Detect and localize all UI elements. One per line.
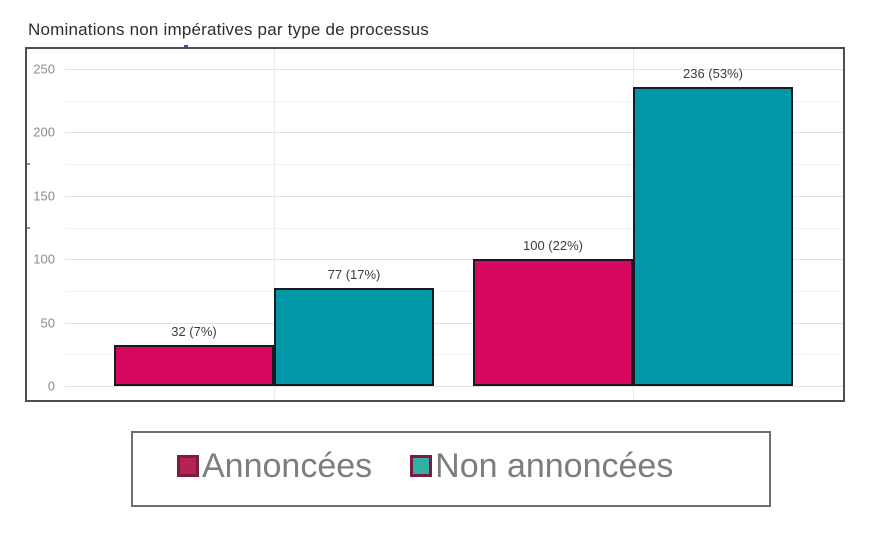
y-axis-tick-label: 100 [33, 251, 55, 267]
bar-data-label: 236 (53%) [683, 66, 743, 81]
chart-title: Nominations non impératives par type de … [28, 20, 429, 39]
major-gridline [65, 195, 843, 197]
major-gridline [65, 259, 843, 261]
minor-gridline [65, 100, 843, 102]
y-axis-tick-label: 250 [33, 61, 55, 77]
bar-non-annoncees-group2[interactable] [633, 87, 793, 386]
legend-swatch-non-annoncees [410, 455, 433, 477]
bar-annoncees-group1[interactable] [114, 345, 274, 386]
plot-area: 0 50 100 150 200 250 32 (7%) 100 (22%) 77 (17%) 2… [27, 49, 843, 400]
y-axis-tick-label: 200 [33, 124, 55, 140]
category-gridline [274, 49, 275, 400]
axis-tick [27, 226, 30, 229]
legend-label-annoncees: Annoncées [202, 447, 373, 485]
bar-chart: 0 50 100 150 200 250 32 (7%) 100 (22%) 77 (17%) 2… [25, 47, 845, 402]
legend-swatch-annoncees [177, 455, 199, 477]
bar-data-label: 32 (7%) [171, 324, 217, 339]
bar-annoncees-group2[interactable] [473, 259, 633, 386]
y-axis-tick-label: 150 [33, 188, 55, 204]
y-axis-tick-label: 0 [47, 378, 55, 394]
major-gridline [65, 322, 843, 324]
y-axis-tick-label: 50 [40, 315, 55, 331]
bar-data-label: 100 (22%) [523, 238, 583, 253]
minor-gridline [65, 227, 843, 229]
legend-item-non-annoncees[interactable]: Non annoncées [410, 449, 673, 483]
axis-tick [27, 163, 30, 166]
legend-label-non-annoncees: Non annoncées [435, 447, 674, 485]
bar-data-label: 77 (17%) [327, 267, 381, 282]
major-gridline [65, 69, 843, 70]
major-gridline [65, 386, 843, 387]
legend-item-annoncees[interactable]: Annoncées [177, 449, 372, 483]
major-gridline [65, 132, 843, 134]
minor-gridline [65, 290, 843, 292]
minor-gridline [65, 354, 843, 356]
minor-gridline [65, 164, 843, 166]
legend: Annoncées Non annoncées [131, 431, 771, 507]
bar-non-annoncees-group1[interactable] [274, 288, 434, 386]
